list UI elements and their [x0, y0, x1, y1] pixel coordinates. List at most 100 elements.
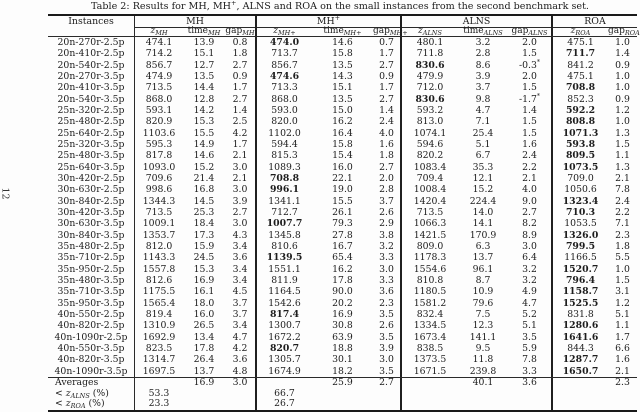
cell-z-mh: 595.3: [145, 138, 173, 150]
cell-gap-mh: 0.8: [225, 37, 257, 49]
table-row: 30n-420r-2.5p 709.6 21.4 2.1 708.8 22.1 2.0 709…: [48, 172, 637, 185]
column-header-spacer: [48, 27, 135, 36]
cell-z-alns: 830.6: [415, 93, 445, 105]
caption-suffix: , ALNS and ROA on the small instances fr…: [236, 1, 589, 12]
cell-z-mh-plus: 713.3: [271, 82, 298, 94]
cell-time-mh: 12.7: [193, 59, 215, 71]
summary-label: < zALNS (%): [48, 388, 135, 400]
cell-gap-alns: 4.9: [508, 286, 553, 298]
column-header-time-mh: timeMH: [187, 26, 221, 37]
cell-gap-mh: 3.9: [225, 195, 257, 207]
cell-instance: 30n-630r-2.5p: [48, 184, 135, 196]
cell-time-mh-plus: 90.0: [332, 286, 353, 298]
cell-z-roa: 796.4: [565, 274, 596, 286]
cell-time-mh-plus: 14.6: [332, 37, 353, 48]
cell-time-alns: [458, 399, 508, 410]
cell-gap-roa: 2.1: [615, 365, 630, 377]
cell-gap-roa: 5.1: [615, 308, 630, 320]
cell-z-roa: 593.8: [565, 138, 596, 150]
cell-gap-mh-plus: 1.8: [373, 150, 402, 162]
cell-instance: 35n-950r-3.5p: [48, 297, 135, 309]
cell-instance: 20n-540r-3.5p: [48, 93, 135, 105]
cell-gap-mh: 2.7: [225, 206, 257, 219]
table-row: 40n-1090r-2.5p 1692.9 13.4 4.7 1672.2 63.9 3.5…: [48, 331, 637, 343]
cell-z-mh-plus: 474.6: [269, 70, 300, 82]
cell-gap-mh-plus: 2.4: [373, 116, 402, 128]
cell-time-alns: 141.1: [469, 331, 497, 343]
column-header-time-mh-plus: timeMH+: [323, 26, 362, 37]
cell-gap-alns: -1.7*: [508, 93, 553, 105]
cell-gap-roa: 3.1: [615, 286, 630, 298]
cell-gap-mh: 2.7: [225, 59, 257, 71]
cell-time-mh-plus: 30.8: [332, 320, 353, 332]
cell-gap-alns: 1.5: [508, 116, 553, 128]
cell-gap-alns: 3.6: [508, 377, 553, 389]
cell-z-alns: 1581.2: [413, 297, 447, 309]
cell-time-mh: 17.8: [193, 342, 215, 354]
summary-label: < zROA (%): [48, 399, 135, 411]
cell-gap-alns: 3.2: [508, 263, 553, 275]
cell-z-mh-plus: 820.7: [269, 342, 300, 354]
cell-gap-alns: 2.7: [508, 206, 553, 219]
cell-gap-roa: 1.0: [615, 37, 630, 48]
cell-instance: 40n-820r-3.5p: [48, 354, 135, 366]
cell-z-mh-plus: 708.8: [269, 172, 300, 184]
cell-z-mh: 1314.7: [142, 354, 176, 366]
cell-z-roa: [553, 378, 608, 389]
group-header-alns: ALNS: [402, 16, 553, 28]
cell-gap-roa: 1.1: [615, 320, 630, 332]
cell-time-alns: 3.7: [475, 82, 491, 94]
cell-gap-roa: 2.3: [615, 229, 630, 241]
cell-gap-alns: 5.2: [508, 308, 553, 321]
cell-time-mh: 14.2: [193, 104, 215, 116]
cell-z-mh: 817.8: [145, 150, 173, 162]
column-header-gap-mh: gapMH: [225, 27, 257, 36]
cell-z-mh: 474.1: [145, 37, 173, 48]
column-header-gap-mh-plus: gapMH+: [373, 26, 408, 37]
cell-time-alns: 14.1: [472, 218, 494, 230]
cell-time-mh: 24.5: [193, 252, 215, 264]
cell-gap-mh: 3.4: [225, 240, 257, 253]
header-rule: [48, 36, 637, 37]
cell-gap-alns: 1.5: [508, 82, 553, 94]
cell-instance: 35n-480r-3.5p: [48, 274, 135, 287]
cell-gap-roa: 2.3: [615, 376, 630, 388]
cell-gap-mh: 3.7: [225, 308, 257, 321]
cell-instance: 35n-710r-3.5p: [48, 286, 135, 298]
cell-gap-roa: 7.1: [615, 218, 630, 230]
cell-gap-alns: 1.5: [508, 48, 553, 60]
cell-instance: 30n-420r-3.5p: [48, 206, 135, 219]
cell-instance: 25n-320r-3.5p: [48, 138, 135, 151]
cell-z-mh-plus: 1542.6: [268, 297, 301, 309]
table-row: 35n-480r-2.5p 812.0 15.9 3.4 810.6 16.7 3.2 809…: [48, 240, 637, 253]
cell-time-mh-plus: 16.2: [332, 263, 353, 275]
cell-z-alns: 830.6: [415, 59, 445, 71]
cell-gap-mh: 4.2: [225, 127, 257, 139]
cell-time-mh: 12.8: [193, 93, 215, 105]
cell-z-alns: 1083.4: [413, 161, 447, 173]
cell-gap-mh-plus: 2.3: [373, 297, 402, 309]
cell-z-mh: 998.6: [145, 184, 173, 196]
cell-instance: 35n-950r-2.5p: [48, 263, 135, 275]
table-row: 30n-840r-2.5p 1344.3 14.5 3.9 1341.1 15.5 3.7 1…: [48, 195, 637, 207]
cell-time-mh: 16.9: [193, 274, 215, 286]
table-row: 20n-270r-3.5p 474.9 13.5 0.9 474.6 14.3 0.9 479…: [48, 70, 637, 83]
summary-row: < zROA (%) 23.3 26.7: [48, 399, 637, 411]
table-row: 25n-480r-3.5p 817.8 14.6 2.1 815.3 15.4 1.8 820…: [48, 150, 637, 162]
table-row: 25n-640r-2.5p 1103.6 15.5 4.2 1102.0 16.4 4.0 1…: [48, 127, 637, 139]
cell-gap-alns: 8.2: [508, 218, 553, 230]
cell-time-alns: 79.6: [472, 297, 494, 309]
summary-row: Averages 16.9 3.0 25.9 2.7 40.1 3.6 2.3: [48, 376, 637, 389]
cell-time-mh-plus: 15.4: [332, 150, 353, 162]
table-row: 40n-550r-2.5p 819.4 16.0 3.7 817.4 16.9 3.5 832…: [48, 308, 637, 321]
cell-gap-alns: 1.6: [508, 138, 553, 151]
table-row: 40n-820r-3.5p 1314.7 26.4 3.6 1305.7 30.1 3.0 1…: [48, 354, 637, 366]
table-row: 20n-540r-2.5p 856.7 12.7 2.7 856.7 13.5 2.7 830…: [48, 59, 637, 71]
cell-time-mh-plus: 27.8: [332, 229, 353, 241]
cell-z-roa: 844.3: [567, 342, 594, 354]
cell-z-mh-plus: 712.7: [271, 206, 298, 218]
cell-gap-mh-plus: 3.5: [373, 365, 402, 377]
cell-time-alns: 9.8: [475, 93, 491, 105]
cell-z-alns: 813.0: [416, 116, 444, 128]
table-row: 30n-420r-3.5p 713.5 25.3 2.7 712.7 26.1 2.6 713…: [48, 206, 637, 219]
